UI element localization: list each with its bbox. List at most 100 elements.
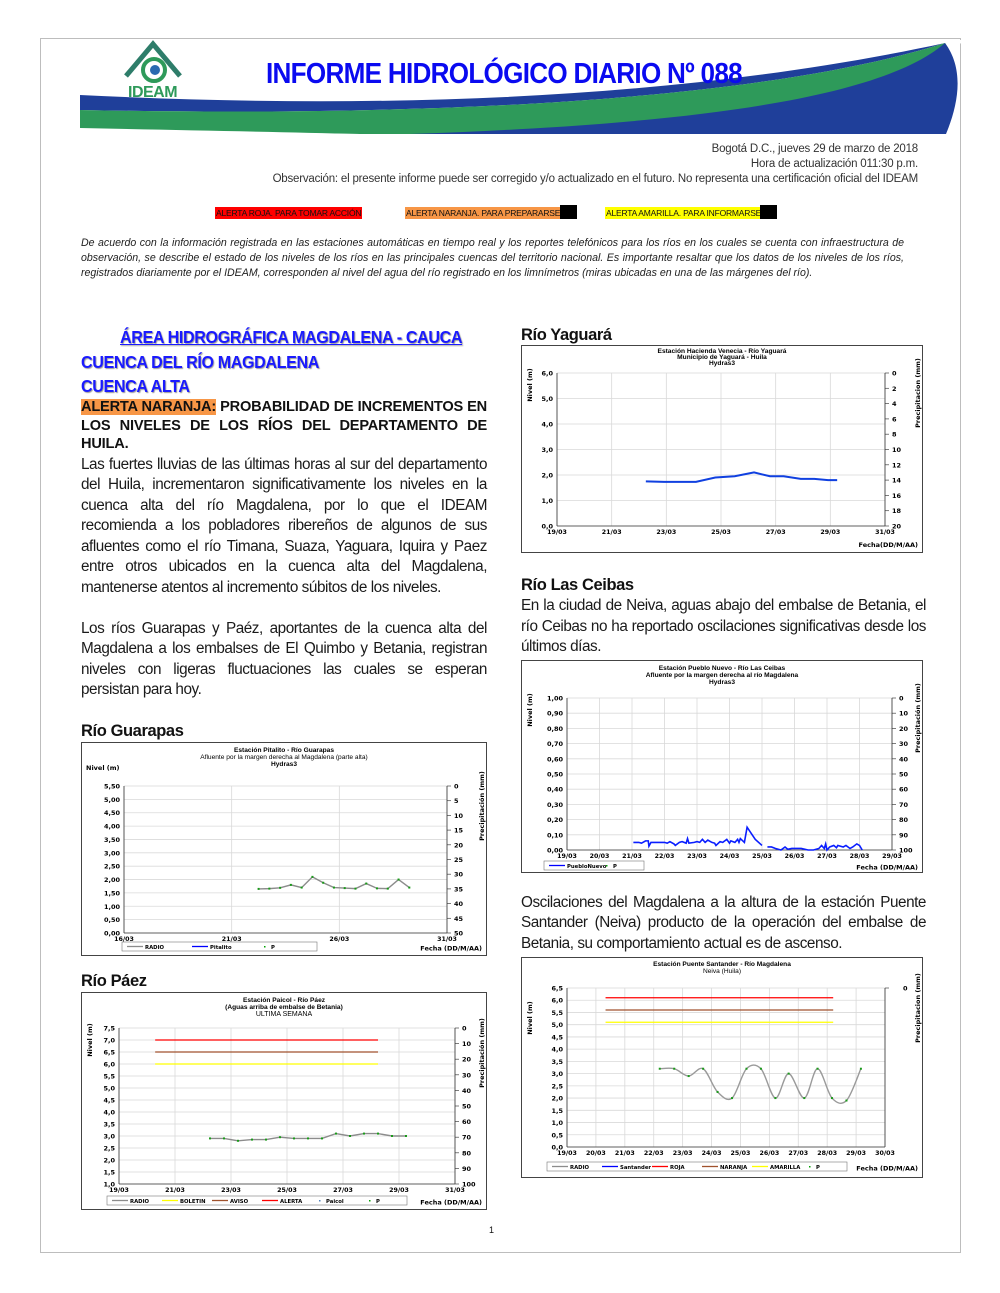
y2-tick-label: 10 — [892, 446, 902, 454]
y2-tick-label: 2 — [892, 385, 897, 393]
y2-tick-label: 30 — [454, 871, 464, 879]
y-tick-label: 0,5 — [551, 1131, 563, 1139]
x-tick-label: 20/03 — [590, 853, 610, 860]
y-tick-label: 3,0 — [103, 1133, 115, 1141]
x-tick-label: 31/03 — [445, 1187, 465, 1194]
subcuenca-heading: CUENCA ALTA — [81, 376, 190, 396]
y2-tick-label: 50 — [899, 770, 909, 778]
y-tick-label: 3,0 — [541, 446, 553, 454]
data-point — [322, 881, 325, 884]
legend-label: BOLETIN — [180, 1199, 206, 1205]
y-tick-label: 1,50 — [104, 889, 121, 897]
data-point — [716, 1090, 719, 1093]
cuenca-heading: CUENCA DEL RÍO MAGDALENA — [81, 352, 320, 372]
legend-box — [106, 1195, 408, 1206]
y2-tick-label: 80 — [899, 816, 909, 824]
y-tick-label: 0,40 — [547, 785, 564, 793]
x-axis-label: Fecha(DD/M/AA) — [859, 541, 918, 549]
data-point — [377, 1132, 379, 1135]
y-tick-label: 0,80 — [547, 725, 564, 733]
data-point — [803, 1096, 806, 1099]
legend-label: NARANJA — [720, 1164, 748, 1170]
legend-label: AMARILLA — [770, 1164, 801, 1170]
y2-tick-label: 60 — [899, 785, 909, 793]
x-tick-label: 19/03 — [557, 853, 577, 860]
y-tick-label: 3,50 — [104, 836, 121, 844]
legend-label: P — [376, 1199, 380, 1205]
x-tick-label: 19/03 — [109, 1187, 129, 1194]
y-tick-label: 2,5 — [551, 1082, 563, 1090]
x-tick-label: 19/03 — [557, 1150, 577, 1157]
y-axis-label: Nivel (m) — [86, 764, 120, 772]
x-tick-label: 21/03 — [602, 529, 622, 536]
alert-yellow-legend: ALERTA AMARILLA. PARA INFORMARSE — [605, 207, 777, 219]
x-tick-label: 23/03 — [221, 1187, 241, 1194]
x-tick-label: 27/03 — [766, 529, 786, 536]
y-tick-label: 1,0 — [551, 1119, 563, 1127]
data-point — [343, 887, 346, 890]
x-tick-label: 28/03 — [850, 853, 870, 860]
legend-box — [543, 860, 645, 871]
x-tick-label: 16/03 — [114, 936, 134, 943]
x-axis-label: Fecha (DD/M/AA) — [856, 1164, 918, 1172]
y-tick-label: 7,0 — [103, 1037, 115, 1045]
y-tick-label: 4,50 — [104, 809, 121, 817]
y-tick-label: 1,0 — [103, 1181, 115, 1189]
y2-tick-label: 16 — [892, 492, 902, 500]
data-point — [687, 1074, 690, 1077]
y2-tick-label: 30 — [899, 740, 909, 748]
data-point — [702, 1067, 705, 1070]
x-tick-label: 21/03 — [165, 1187, 185, 1194]
y-tick-label: 2,0 — [551, 1094, 563, 1102]
rio-paez-heading: Río Páez — [81, 972, 147, 991]
intro-paragraph: De acuerdo con la información registrada… — [81, 237, 904, 279]
chart-subtitle2: Hydras3 — [709, 679, 735, 686]
y2-tick-label: 25 — [454, 856, 464, 864]
series-line — [659, 1063, 862, 1104]
alert-tag: ALERTA NARANJA: — [81, 399, 217, 415]
alert-text: PROBABILIDAD DE INCREMENTOS EN LOS NIVEL… — [81, 399, 487, 452]
data-point — [349, 1135, 351, 1138]
y2-tick-label: 20 — [462, 1056, 472, 1064]
rio-ceibas-heading: Río Las Ceibas — [521, 576, 634, 594]
x-tick-label: 20/03 — [586, 1150, 606, 1157]
data-point — [731, 1096, 734, 1099]
y-tick-label: 5,0 — [551, 1021, 563, 1029]
x-tick-label: 31/03 — [437, 936, 457, 943]
y2-tick-label: 20 — [454, 841, 464, 849]
y-tick-label: 4,0 — [103, 1109, 115, 1117]
y2-tick-label: 90 — [462, 1165, 472, 1173]
series-line — [633, 824, 763, 849]
legend-label: Santander — [620, 1164, 651, 1170]
y-tick-label: 2,0 — [103, 1157, 115, 1165]
y-tick-label: 6,5 — [103, 1049, 115, 1057]
y-tick-label: 2,50 — [104, 863, 121, 871]
y-tick-label: 0,90 — [547, 709, 564, 717]
data-point — [397, 878, 400, 881]
legend-label: P — [271, 945, 275, 951]
left-column: ÁREA HIDROGRÁFICA MAGDALENA - CAUCA CUEN… — [81, 325, 487, 1211]
legend-label: ALERTA — [280, 1199, 303, 1205]
ceibas-paragraph: En la ciudad de Neiva, aguas abajo del e… — [521, 597, 926, 656]
legend-label: ROJA — [670, 1164, 686, 1170]
redaction-box — [560, 205, 577, 219]
data-point — [223, 1137, 225, 1140]
chart-subtitle: (Aguas arriba de embalse de Betania) — [225, 1004, 343, 1011]
y-tick-label: 5,0 — [103, 1085, 115, 1093]
x-axis-label: Fecha (DD/M/AA) — [856, 863, 918, 871]
y2-tick-label: 50 — [462, 1103, 472, 1111]
series-line — [767, 840, 863, 852]
y2-tick-label: 4 — [892, 400, 897, 408]
x-tick-label: 24/03 — [702, 1150, 722, 1157]
y-tick-label: 6,5 — [551, 984, 563, 992]
y2-tick-label: 35 — [454, 885, 464, 893]
legend-label: Pitalito — [210, 945, 232, 951]
y2-axis-label: Precipitacion (mm) — [914, 358, 922, 428]
x-tick-label: 23/03 — [687, 853, 707, 860]
y2-axis-label: Precipitación (mm) — [478, 1018, 486, 1088]
y-tick-label: 0,00 — [547, 846, 564, 854]
redaction-box — [760, 205, 777, 219]
y-tick-label: 0,20 — [547, 816, 564, 824]
x-tick-label: 29/03 — [846, 1150, 866, 1157]
rio-guarapas-heading: Río Guarapas — [81, 722, 184, 741]
